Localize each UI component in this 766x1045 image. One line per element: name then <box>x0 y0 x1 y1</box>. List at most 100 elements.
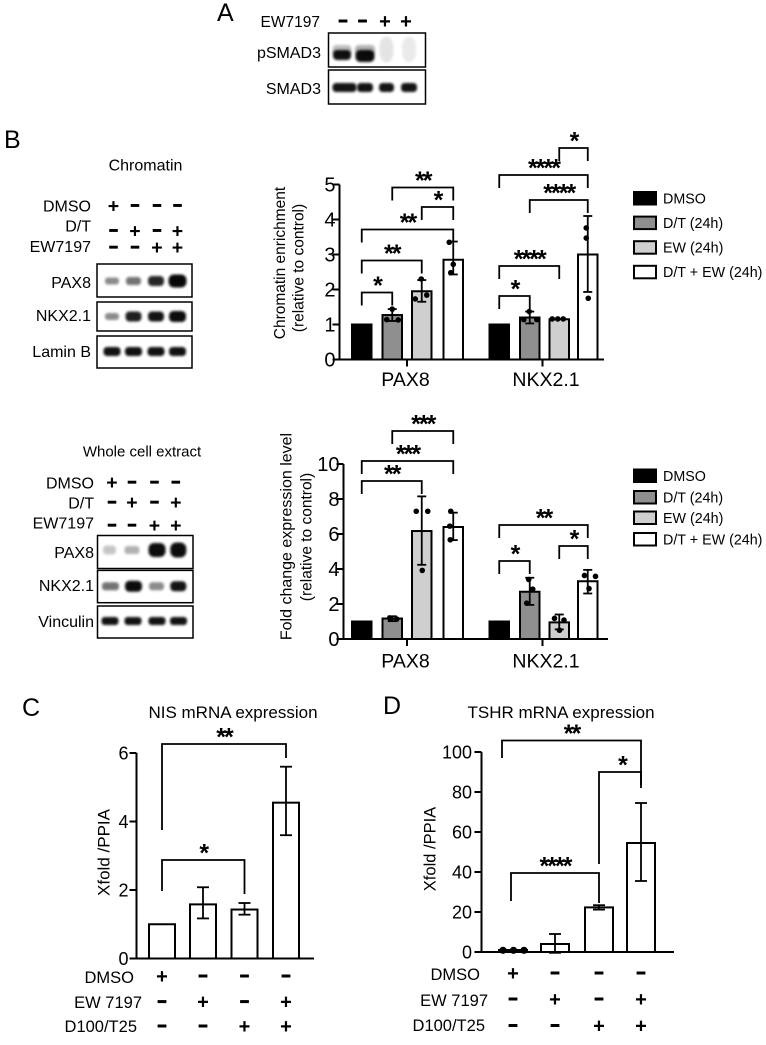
svg-text:20: 20 <box>452 902 472 922</box>
svg-text:+: + <box>593 1016 605 1038</box>
svg-text:+: + <box>106 472 117 494</box>
svg-text:Whole cell extract: Whole cell extract <box>83 444 202 461</box>
svg-text:**: ** <box>384 240 402 268</box>
svg-text:4: 4 <box>118 812 128 832</box>
svg-text:40: 40 <box>452 862 472 882</box>
svg-text:8: 8 <box>328 489 339 511</box>
svg-text:PAX8: PAX8 <box>381 651 429 673</box>
svg-text:+: + <box>129 220 140 242</box>
svg-text:2: 2 <box>324 280 335 302</box>
svg-text:A: A <box>217 0 234 27</box>
svg-text:D/T: D/T <box>65 219 91 236</box>
svg-text:DMSO: DMSO <box>663 469 706 485</box>
svg-text:EW7197: EW7197 <box>30 239 91 256</box>
svg-text:+: + <box>170 492 181 514</box>
svg-text:Xfold /PPIA: Xfold /PPIA <box>422 807 440 891</box>
svg-text:****: **** <box>528 155 561 183</box>
svg-text:Vinculin: Vinculin <box>38 614 94 631</box>
svg-text:NIS mRNA expression: NIS mRNA expression <box>148 703 317 722</box>
svg-text:2: 2 <box>328 594 339 616</box>
svg-text:3: 3 <box>324 245 335 267</box>
svg-text:+: + <box>172 220 183 242</box>
svg-text:D100/T25: D100/T25 <box>65 1018 137 1036</box>
svg-text:Lamin B: Lamin B <box>32 344 91 361</box>
svg-text:**: ** <box>415 167 433 195</box>
svg-text:DMSO: DMSO <box>46 476 94 493</box>
svg-text:+: + <box>156 966 168 988</box>
svg-text:Chromatin: Chromatin <box>109 158 183 175</box>
svg-text:+: + <box>379 11 391 33</box>
svg-text:+: + <box>280 1016 292 1038</box>
svg-text:0: 0 <box>324 350 335 372</box>
svg-text:EW (24h): EW (24h) <box>663 241 723 257</box>
svg-text:(relative to control): (relative to control) <box>291 204 308 332</box>
svg-text:100: 100 <box>442 742 472 762</box>
svg-text:****: **** <box>540 853 573 881</box>
svg-text:TSHR mRNA expression: TSHR mRNA expression <box>467 703 654 722</box>
svg-text:PAX8: PAX8 <box>54 545 94 562</box>
svg-text:D/T (24h): D/T (24h) <box>663 490 723 506</box>
svg-text:10: 10 <box>317 454 339 476</box>
svg-text:D/T: D/T <box>68 496 94 513</box>
svg-text:+: + <box>507 963 519 985</box>
svg-text:+: + <box>400 11 412 33</box>
svg-text:D: D <box>383 692 401 720</box>
svg-text:**: ** <box>216 724 234 752</box>
svg-text:5: 5 <box>324 175 335 197</box>
svg-text:NKX2.1: NKX2.1 <box>39 578 94 595</box>
svg-text:(relative to control): (relative to control) <box>299 473 316 601</box>
svg-text:NKX2.1: NKX2.1 <box>36 308 91 325</box>
svg-text:Xfold /PPIA: Xfold /PPIA <box>95 808 114 896</box>
svg-text:0: 0 <box>118 949 128 969</box>
svg-text:2: 2 <box>118 880 128 900</box>
svg-text:PAX8: PAX8 <box>381 369 429 391</box>
svg-text:+: + <box>126 492 137 514</box>
svg-text:D/T + EW (24h): D/T + EW (24h) <box>663 532 762 548</box>
svg-text:SMAD3: SMAD3 <box>266 81 321 98</box>
svg-text:NKX2.1: NKX2.1 <box>512 369 579 391</box>
svg-text:+: + <box>549 989 561 1011</box>
svg-text:DMSO: DMSO <box>431 966 481 984</box>
svg-text:+: + <box>149 515 160 537</box>
svg-text:**: ** <box>564 720 582 748</box>
svg-text:+: + <box>635 989 647 1011</box>
svg-text:+: + <box>172 237 183 259</box>
svg-text:4: 4 <box>328 559 339 581</box>
svg-text:**: ** <box>400 209 418 237</box>
svg-text:4: 4 <box>324 210 335 232</box>
svg-text:+: + <box>197 992 209 1014</box>
svg-text:DMSO: DMSO <box>43 199 91 216</box>
svg-text:EW7197: EW7197 <box>261 14 320 31</box>
svg-text:pSMAD3: pSMAD3 <box>257 45 321 62</box>
svg-text:1: 1 <box>324 315 335 337</box>
svg-text:**: ** <box>536 505 554 533</box>
svg-text:***: *** <box>396 441 421 469</box>
svg-text:EW7197: EW7197 <box>33 516 94 533</box>
svg-text:Fold change expression level: Fold change expression level <box>279 433 296 640</box>
svg-text:DMSO: DMSO <box>85 969 135 987</box>
svg-text:EW 7197: EW 7197 <box>420 992 488 1010</box>
svg-text:**: ** <box>384 461 402 489</box>
svg-text:0: 0 <box>462 942 472 962</box>
svg-text:D/T + EW (24h): D/T + EW (24h) <box>663 265 762 281</box>
svg-text:D/T (24h): D/T (24h) <box>663 216 723 232</box>
svg-text:****: **** <box>514 246 547 274</box>
svg-text:6: 6 <box>118 743 128 763</box>
svg-text:NKX2.1: NKX2.1 <box>512 651 579 673</box>
svg-text:DMSO: DMSO <box>663 191 706 207</box>
svg-text:PAX8: PAX8 <box>51 275 91 292</box>
svg-text:+: + <box>280 992 292 1014</box>
svg-text:***: *** <box>411 411 436 439</box>
svg-text:EW 7197: EW 7197 <box>74 994 142 1012</box>
svg-text:+: + <box>170 515 181 537</box>
svg-text:B: B <box>4 126 21 154</box>
svg-text:+: + <box>151 237 162 259</box>
svg-text:6: 6 <box>328 524 339 546</box>
svg-text:80: 80 <box>452 782 472 802</box>
svg-text:EW (24h): EW (24h) <box>663 511 723 527</box>
svg-text:+: + <box>239 1016 251 1038</box>
svg-text:C: C <box>22 694 40 722</box>
svg-text:****: **** <box>543 180 576 208</box>
svg-text:0: 0 <box>328 629 339 651</box>
svg-text:Chromatin enrichment: Chromatin enrichment <box>272 186 289 339</box>
